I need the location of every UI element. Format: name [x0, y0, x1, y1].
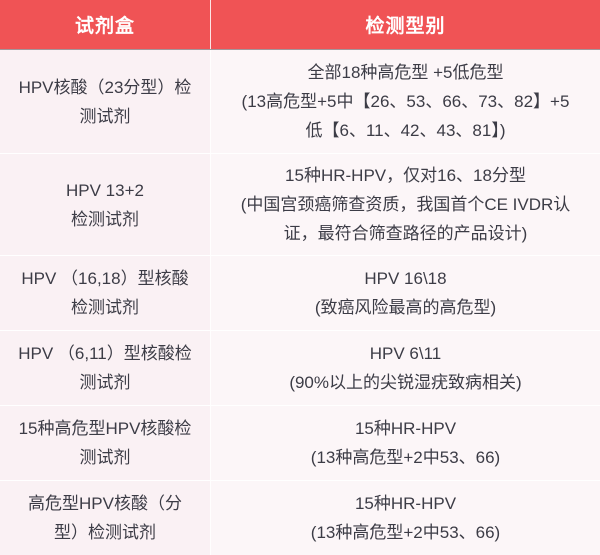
kit-cell: 高危型HPV核酸（分 型）检测试剂 — [0, 481, 210, 555]
type-desc-line: (13种高危型+2中53、66) — [310, 523, 501, 542]
type-desc-line: 全部18种高危型 +5低危型 — [307, 63, 504, 82]
type-desc-line: (13高危型+5中【26、53、66、73、82】+5 — [241, 92, 570, 111]
type-cell: 全部18种高危型 +5低危型 (13高危型+5中【26、53、66、73、82】… — [210, 50, 600, 153]
kit-cell: 15种高危型HPV核酸检 测试剂 — [0, 406, 210, 480]
kit-name-line: HPV （16,18）型核酸 — [21, 269, 189, 288]
kit-name-line: 高危型HPV核酸（分 — [28, 494, 182, 513]
kit-cell: HPV （6,11）型核酸检 测试剂 — [0, 331, 210, 405]
type-desc-line: (90%以上的尖锐湿疣致病相关) — [289, 373, 522, 392]
type-cell: 15种HR-HPV (13种高危型+2中53、66) — [210, 406, 600, 480]
type-cell: 15种HR-HPV，仅对16、18分型 (中国宫颈癌筛查资质，我国首个CE IV… — [210, 154, 600, 255]
type-cell: HPV 6\11 (90%以上的尖锐湿疣致病相关) — [210, 331, 600, 405]
type-desc-line: (13种高危型+2中53、66) — [310, 448, 501, 467]
type-desc-line: 证，最符合筛查路径的产品设计) — [283, 224, 528, 243]
kit-name-line: 测试剂 — [79, 106, 131, 126]
table-row: 15种高危型HPV核酸检 测试剂 15种HR-HPV (13种高危型+2中53、… — [0, 405, 600, 480]
table-row: HPV 13+2 检测试剂 15种HR-HPV，仅对16、18分型 (中国宫颈癌… — [0, 153, 600, 255]
kit-name-line: 15种高危型HPV核酸检 — [18, 419, 192, 438]
table-header: 试剂盒 检测型别 — [0, 0, 600, 50]
kit-name-line: HPV核酸（23分型）检 — [18, 77, 192, 97]
type-desc-line: 15种HR-HPV — [354, 419, 457, 438]
type-desc-line: 低【6、11、42、43、81】) — [305, 121, 506, 140]
kit-name-line: HPV （6,11）型核酸检 — [18, 344, 192, 363]
type-desc-line: HPV 6\11 — [369, 344, 442, 363]
type-desc-line: HPV 16\18 — [364, 269, 447, 288]
kit-name-line: 测试剂 — [79, 448, 131, 467]
type-cell: HPV 16\18 (致癌风险最高的高危型) — [210, 256, 600, 330]
type-cell: 15种HR-HPV (13种高危型+2中53、66) — [210, 481, 600, 555]
table-row: HPV （6,11）型核酸检 测试剂 HPV 6\11 (90%以上的尖锐湿疣致… — [0, 330, 600, 405]
kit-name-line: 检测试剂 — [71, 209, 139, 229]
type-desc-line: 15种HR-HPV — [354, 494, 457, 513]
header-col-kit-label: 试剂盒 — [74, 16, 135, 37]
header-col-type: 检测型别 — [210, 0, 600, 49]
kit-name-line: 型）检测试剂 — [54, 523, 156, 542]
header-col-type-label: 检测型别 — [365, 16, 446, 37]
type-desc-line: 15种HR-HPV，仅对16、18分型 — [285, 166, 526, 185]
kit-cell: HPV 13+2 检测试剂 — [0, 154, 210, 255]
kit-cell: HPV核酸（23分型）检 测试剂 — [0, 50, 210, 153]
table-row: HPV （16,18）型核酸 检测试剂 HPV 16\18 (致癌风险最高的高危… — [0, 255, 600, 330]
type-desc-line: (致癌风险最高的高危型) — [314, 298, 497, 317]
header-col-kit: 试剂盒 — [0, 0, 210, 49]
kit-cell: HPV （16,18）型核酸 检测试剂 — [0, 256, 210, 330]
table-row: 高危型HPV核酸（分 型）检测试剂 15种HR-HPV (13种高危型+2中53… — [0, 480, 600, 555]
kit-name-line: HPV 13+2 — [66, 180, 144, 200]
table-row: HPV核酸（23分型）检 测试剂 全部18种高危型 +5低危型 (13高危型+5… — [0, 50, 600, 153]
type-desc-line: (中国宫颈癌筛查资质，我国首个CE IVDR认 — [240, 195, 571, 214]
kit-name-line: 检测试剂 — [71, 298, 139, 317]
kit-name-line: 测试剂 — [79, 373, 131, 392]
